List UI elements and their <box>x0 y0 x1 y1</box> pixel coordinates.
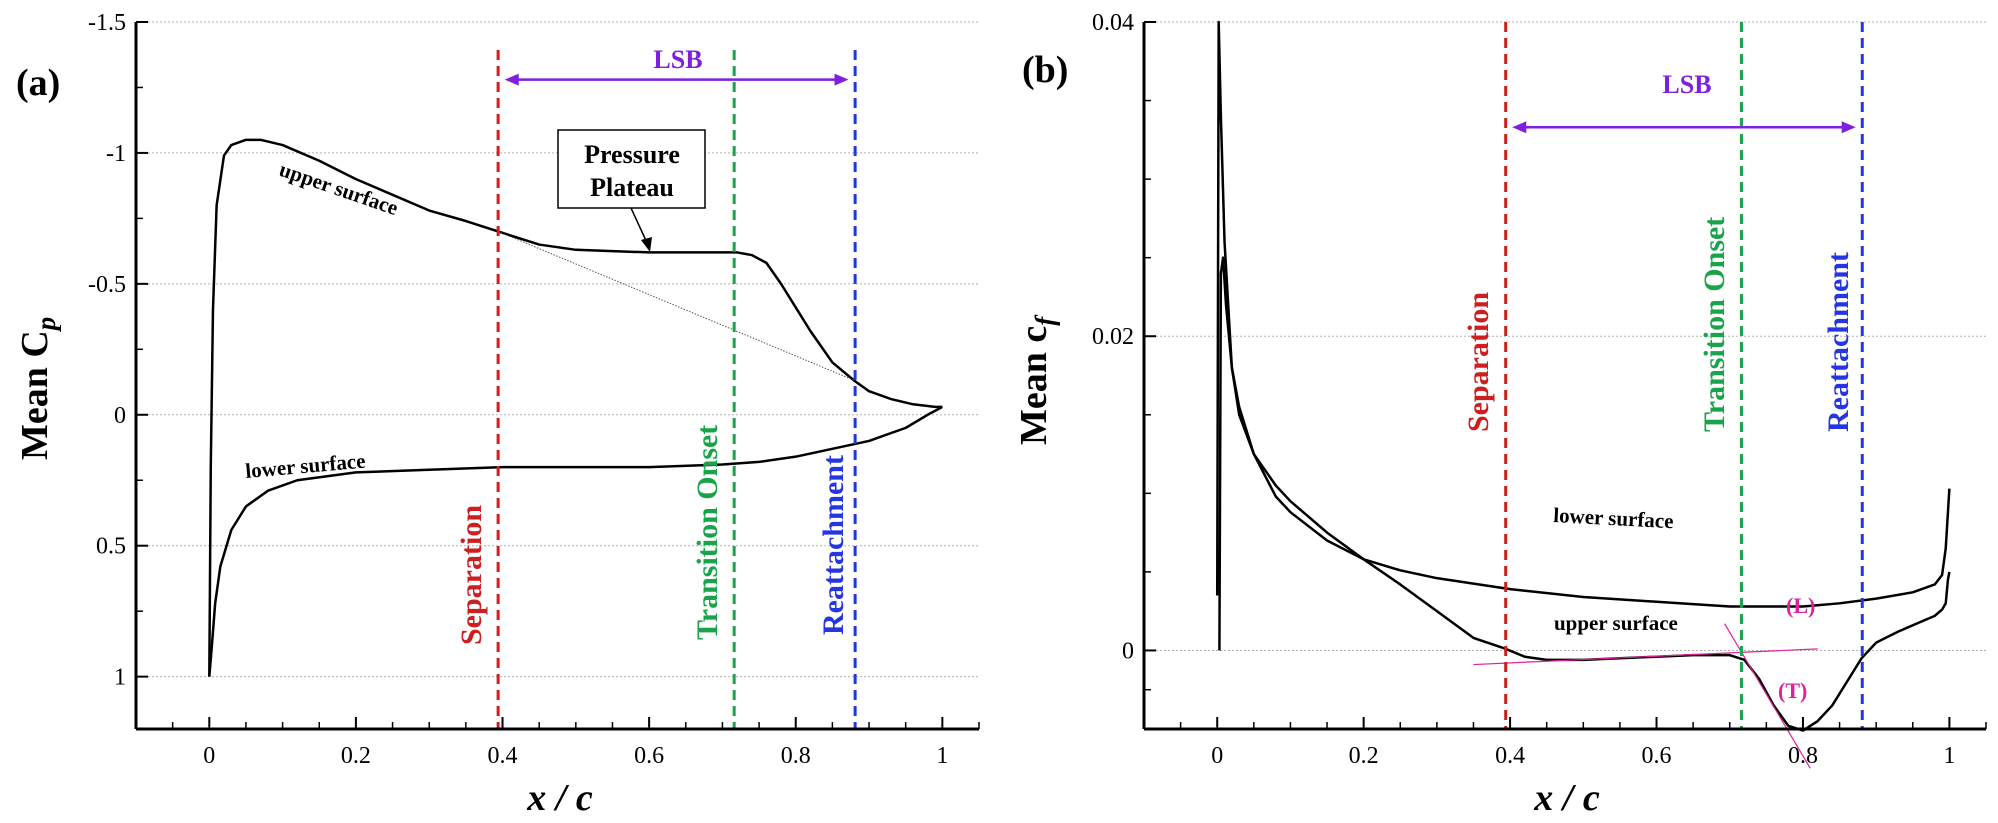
panel-a-ylabel-sub: p <box>31 317 61 333</box>
panel-b-upper-surface-label: upper surface <box>1554 611 1678 635</box>
a-xtick-label-2: 0.4 <box>488 743 518 769</box>
a-xtick-label-4: 0.8 <box>781 743 811 769</box>
panel-a-lower-surface-label: lower surface <box>244 449 366 483</box>
b-xtick-label-0: 0 <box>1211 743 1223 769</box>
panel-b-xlabel: x / c <box>1533 777 1600 819</box>
panel-b-lsb-arrow <box>1512 121 1856 134</box>
panel-b-reattachment-label: Reattachment <box>1822 252 1855 432</box>
panel-b-label: (b) <box>1022 49 1068 91</box>
a-ytick-label-2: 0 <box>114 403 126 429</box>
panel-a-ylabel: Mean Cp <box>14 317 61 460</box>
pressure-plateau-line2: Plateau <box>590 173 674 202</box>
panel-b-curves <box>1215 20 1951 769</box>
panel-a-transition-label: Transition Onset <box>691 425 724 640</box>
panel-b-ylabel-main: Mean c <box>1013 326 1055 445</box>
panel-a-label: (a) <box>16 62 60 104</box>
panel-a-lsb-arrow <box>504 73 849 86</box>
b-lsb-arrowhead-left <box>1512 121 1527 134</box>
panel-a-upper-surface-curve <box>208 138 943 677</box>
b-xtick-label-3: 0.6 <box>1642 743 1672 769</box>
panel-b-x-ticks: 0 0.2 0.4 0.6 0.8 1 <box>1179 717 1987 769</box>
b-ytick-label-0: 0 <box>1122 638 1134 664</box>
pressure-plateau-line1: Pressure <box>584 140 680 169</box>
panel-b-separation-label: Separation <box>1462 292 1495 432</box>
panel-a-separation-label: Separation <box>455 505 488 645</box>
panel-a-xlabel: x / c <box>526 777 593 819</box>
panel-b-lower-surface-label: lower surface <box>1553 503 1674 533</box>
panel-b-tangent-t <box>1724 623 1811 769</box>
b-ytick-label-1: 0.02 <box>1092 324 1134 350</box>
b-lsb-arrowhead-right <box>1841 121 1856 134</box>
a-xtick-label-5: 1 <box>936 743 948 769</box>
panel-b-transition-label: Transition Onset <box>1698 217 1731 432</box>
a-ytick-label-5: -1.5 <box>88 10 126 36</box>
panel-a-marker-lines <box>496 50 857 729</box>
pressure-plateau-box <box>557 129 706 209</box>
panel-a-lower-surface-curve <box>208 405 943 677</box>
panel-a-upper-surface-label: upper surface <box>276 157 401 220</box>
b-xtick-label-5: 1 <box>1943 743 1955 769</box>
panel-b-lsb-label: LSB <box>1662 70 1711 99</box>
pressure-plateau-arrowhead <box>641 237 652 252</box>
b-xtick-label-1: 0.2 <box>1349 743 1379 769</box>
panel-b-y-ticks: 0 0.02 0.04 <box>1092 10 1156 691</box>
b-ytick-label-2: 0.04 <box>1092 10 1134 36</box>
panel-b-ylabel: Mean cf <box>1013 314 1060 445</box>
panel-b-gridlines <box>1144 21 1986 651</box>
panel-b: 0 0.2 0.4 0.6 0.8 1 00.020.04 (b) Mean cf x /… <box>1013 10 1987 819</box>
tangent-label-l: (L) <box>1786 593 1815 618</box>
panel-a-lsb-label: LSB <box>653 45 702 74</box>
panel-a-ylabel-main: Mean C <box>14 330 56 460</box>
a-lsb-arrowhead-right <box>834 73 849 86</box>
a-xtick-label-3: 0.6 <box>634 743 664 769</box>
b-xtick-label-2: 0.4 <box>1495 743 1525 769</box>
panel-a: 0 0.2 0.4 0.6 0.8 1 1 0.5 0 -0.5 -1 -1.5 (a) Mean … <box>14 10 980 819</box>
a-lsb-arrowhead-left <box>504 73 519 86</box>
a-ytick-label-1: 0.5 <box>96 534 126 560</box>
panel-a-y-ticks: 1 0.5 0 -0.5 -1 -1.5 <box>88 10 148 691</box>
panel-a-gridlines <box>136 21 979 678</box>
panel-a-reattachment-label: Reattachment <box>817 455 850 635</box>
a-ytick-label-4: -1 <box>106 141 126 167</box>
panel-b-tangent-l <box>1473 648 1818 666</box>
panel-a-recovery-line <box>497 231 856 382</box>
tangent-label-t: (T) <box>1778 678 1807 703</box>
panel-b-lower-surface-curve <box>1218 256 1951 651</box>
a-ytick-label-3: -0.5 <box>88 272 126 298</box>
pressure-plateau-arrow <box>630 207 649 246</box>
panel-a-x-ticks: 0 0.2 0.4 0.6 0.8 1 <box>171 717 980 769</box>
panel-a-curves <box>208 138 943 677</box>
panel-b-ylabel-sub: f <box>1030 314 1060 326</box>
panel-b-marker-lines <box>1504 22 1864 729</box>
a-xtick-label-1: 0.2 <box>341 743 371 769</box>
a-ytick-label-0: 1 <box>114 665 126 691</box>
a-xtick-label-0: 0 <box>203 743 215 769</box>
